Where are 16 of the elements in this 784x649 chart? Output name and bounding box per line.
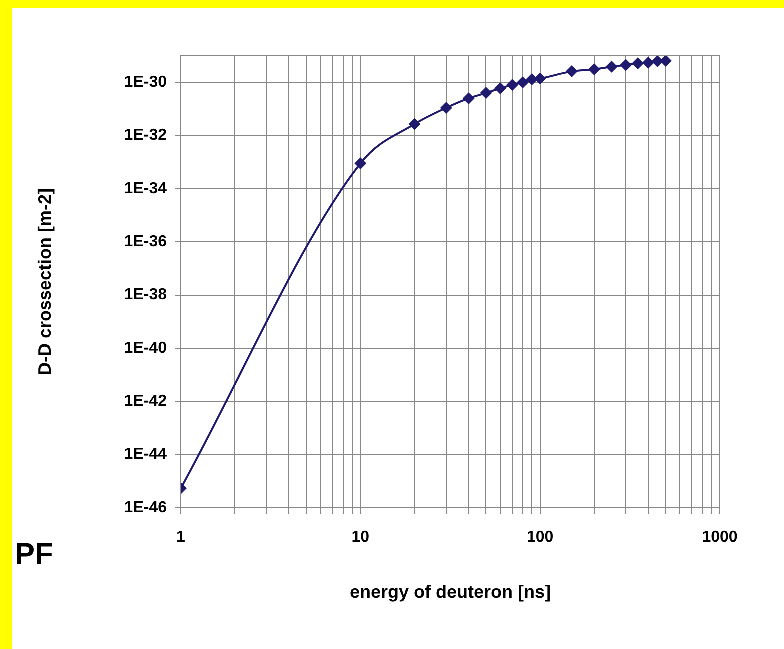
y-tick-label: 1E-30 — [124, 74, 168, 91]
text: PF — [15, 538, 54, 572]
y-tick-label: 1E-46 — [124, 499, 168, 516]
x-tick-label: 1 — [176, 529, 186, 546]
y-tick-label: 1E-36 — [124, 234, 168, 251]
x-tick-label: 1000 — [702, 529, 738, 546]
x-tick-label: 10 — [352, 529, 370, 546]
y-tick-label: 1E-44 — [124, 446, 168, 464]
y-tick-label: 1E-34 — [124, 180, 168, 198]
y-axis-title: D-D crossection [m-2] — [34, 188, 55, 376]
y-tick-label: 1E-42 — [124, 393, 168, 410]
x-axis-title: energy of deuteron [ns] — [350, 582, 552, 602]
y-tick-label: 1E-40 — [124, 340, 168, 357]
x-tick-label: 100 — [526, 529, 554, 546]
y-tick-label: 1E-38 — [124, 286, 168, 304]
y-tick-label: 1E-32 — [124, 127, 168, 144]
